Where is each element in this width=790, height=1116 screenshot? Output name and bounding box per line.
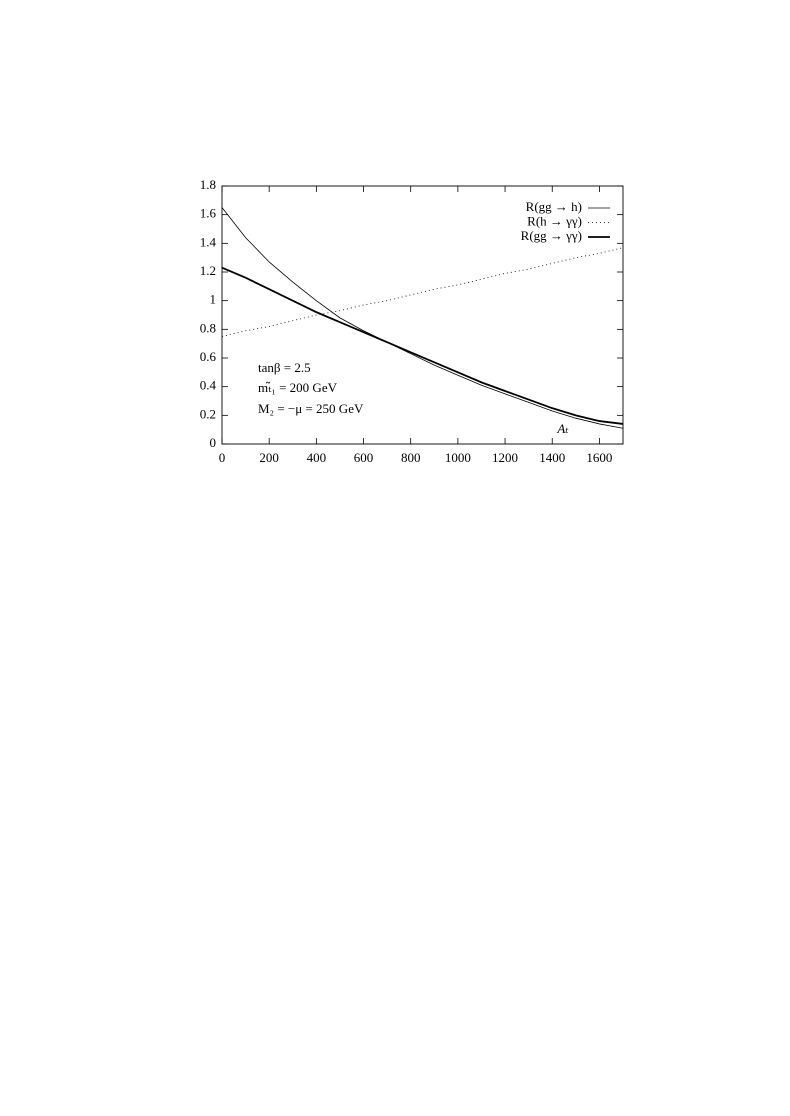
- y-tick-label: 0.8: [200, 320, 216, 335]
- series-line: [221, 247, 624, 337]
- x-tick-label: 800: [401, 450, 421, 465]
- y-tick-label: 1: [210, 292, 217, 307]
- y-tick-label: 1.8: [200, 177, 216, 192]
- legend-label: R(h → γγ): [527, 213, 582, 228]
- annotation: M₂ = −μ = 250 GeV: [258, 401, 364, 416]
- y-tick-label: 0.2: [200, 406, 216, 421]
- y-tick-label: 0.4: [200, 378, 217, 393]
- x-tick-label: 1400: [539, 450, 565, 465]
- y-tick-label: 1.6: [200, 206, 217, 221]
- x-tick-label: 1600: [586, 450, 612, 465]
- annotation: mₜ̃₁ = 200 GeV: [258, 380, 338, 395]
- y-tick-label: 0: [210, 435, 217, 450]
- series-line: [221, 266, 624, 425]
- y-tick-label: 1.4: [200, 234, 217, 249]
- x-tick-label: 200: [259, 450, 279, 465]
- x-tick-label: 600: [354, 450, 374, 465]
- y-tick-label: 0.6: [200, 349, 217, 364]
- legend-label: R(gg → γγ): [521, 228, 582, 243]
- x-tick-label: 1200: [492, 450, 518, 465]
- y-tick-label: 1.2: [200, 263, 216, 278]
- x-tick-label: 400: [307, 450, 327, 465]
- annotation: tanβ = 2.5: [258, 360, 311, 375]
- x-axis-label: Aₜ: [556, 421, 569, 436]
- plot-frame: [221, 185, 624, 445]
- x-tick-label: 1000: [445, 450, 471, 465]
- legend-label: R(gg → h): [526, 199, 582, 214]
- series-line: [221, 207, 624, 429]
- x-tick-label: 0: [219, 450, 226, 465]
